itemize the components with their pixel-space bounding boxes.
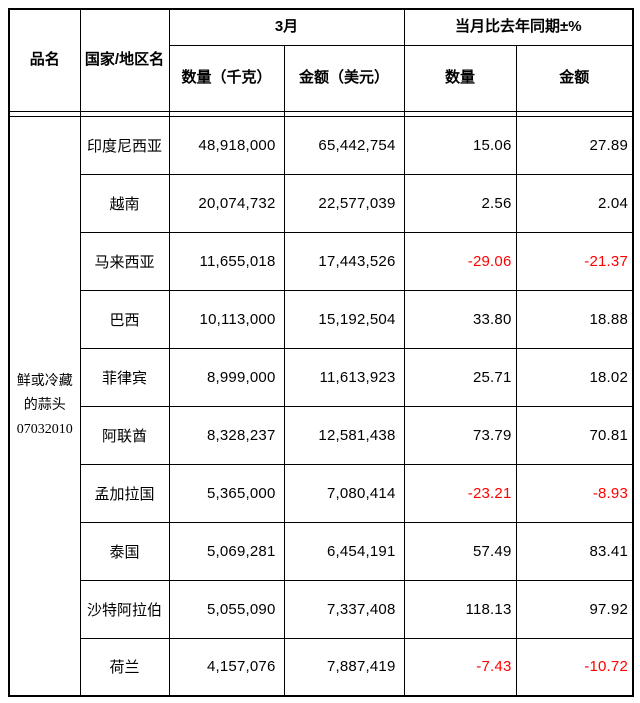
- amount-cell: 6,454,191: [283, 521, 405, 581]
- amount-cell: 15,192,504: [283, 289, 405, 349]
- header-qty-kg: 数量（千克）: [168, 44, 285, 112]
- country-cell: 菲律宾: [79, 347, 170, 407]
- qty-cell: 5,069,281: [168, 521, 285, 581]
- amount-yoy-cell: 18.88: [515, 289, 634, 349]
- header-row-subcolumns: 数量（千克） 金额（美元） 数量 金额: [9, 44, 634, 112]
- qty-cell: 4,157,076: [168, 637, 285, 697]
- table-row: 菲律宾 8,999,000 11,613,923 25.71 18.02: [9, 347, 634, 407]
- table-row: 鲜或冷藏的蒜头 07032010 印度尼西亚 48,918,000 65,442,754…: [8, 115, 634, 697]
- header-yoy-amount: 金额: [515, 44, 634, 112]
- table-row: 孟加拉国 5,365,000 7,080,414 -23.21 -8.93: [9, 463, 634, 523]
- amount-yoy-cell: 83.41: [515, 521, 634, 581]
- qty-cell: 20,074,732: [168, 173, 285, 233]
- import-data-table: 品名 国家/地区名 3月 当月比去年同期±% 数量（千克） 金额（美元） 数量 …: [8, 8, 635, 697]
- qty-cell: 8,328,237: [168, 405, 285, 465]
- qty-cell: 48,918,000: [168, 115, 285, 175]
- table-row: 阿联酋 8,328,237 12,581,438 73.79 70.81: [9, 405, 634, 465]
- amount-yoy-cell: 18.02: [515, 347, 634, 407]
- header-row-groups: 品名 国家/地区名 3月 当月比去年同期±%: [8, 8, 634, 112]
- qty-cell: 5,365,000: [168, 463, 285, 523]
- header-yoy-qty: 数量: [403, 44, 517, 112]
- qty-yoy-cell: 57.49: [403, 521, 517, 581]
- amount-cell: 11,613,923: [283, 347, 405, 407]
- qty-yoy-cell: 118.13: [403, 579, 517, 639]
- qty-cell: 10,113,000: [168, 289, 285, 349]
- country-cell: 越南: [79, 173, 170, 233]
- amount-cell: 22,577,039: [283, 173, 405, 233]
- amount-yoy-cell: 27.89: [515, 115, 634, 175]
- country-cell: 阿联酋: [79, 405, 170, 465]
- amount-cell: 7,080,414: [283, 463, 405, 523]
- country-cell: 泰国: [79, 521, 170, 581]
- amount-cell: 7,337,408: [283, 579, 405, 639]
- table-row: 沙特阿拉伯 5,055,090 7,337,408 118.13 97.92: [9, 579, 634, 639]
- amount-yoy-cell: 2.04: [515, 173, 634, 233]
- amount-cell: 12,581,438: [283, 405, 405, 465]
- country-cell: 印度尼西亚: [79, 115, 170, 175]
- header-product: 品名: [8, 8, 81, 112]
- table-body: 鲜或冷藏的蒜头 07032010 印度尼西亚 48,918,000 65,442,754…: [8, 115, 634, 697]
- country-cell: 沙特阿拉伯: [79, 579, 170, 639]
- amount-yoy-cell: -8.93: [515, 463, 634, 523]
- country-cell: 孟加拉国: [79, 463, 170, 523]
- qty-yoy-cell: -29.06: [403, 231, 517, 291]
- amount-yoy-cell: 70.81: [515, 405, 634, 465]
- qty-yoy-cell: -7.43: [403, 637, 517, 697]
- qty-yoy-cell: 73.79: [403, 405, 517, 465]
- qty-cell: 11,655,018: [168, 231, 285, 291]
- qty-yoy-cell: -23.21: [403, 463, 517, 523]
- table-header: 品名 国家/地区名 3月 当月比去年同期±% 数量（千克） 金额（美元） 数量 …: [8, 8, 634, 117]
- table-row: 越南 20,074,732 22,577,039 2.56 2.04: [9, 173, 634, 233]
- qty-yoy-cell: 33.80: [403, 289, 517, 349]
- qty-cell: 5,055,090: [168, 579, 285, 639]
- amount-yoy-cell: -10.72: [515, 637, 634, 697]
- country-cell: 马来西亚: [79, 231, 170, 291]
- product-name-line: 鲜或冷藏: [16, 374, 73, 390]
- table-row: 泰国 5,069,281 6,454,191 57.49 83.41: [9, 521, 634, 581]
- country-cell: 荷兰: [79, 637, 170, 697]
- qty-cell: 8,999,000: [168, 347, 285, 407]
- qty-yoy-cell: 15.06: [403, 115, 517, 175]
- amount-cell: 7,887,419: [283, 637, 405, 697]
- header-amount-usd: 金额（美元）: [283, 44, 405, 112]
- country-cell: 巴西: [79, 289, 170, 349]
- qty-yoy-cell: 2.56: [403, 173, 517, 233]
- header-yoy-group: 当月比去年同期±%: [403, 8, 634, 46]
- amount-yoy-cell: 97.92: [515, 579, 634, 639]
- table-row: 荷兰 4,157,076 7,887,419 -7.43 -10.72: [9, 637, 634, 697]
- product-name-line: 07032010: [16, 421, 73, 437]
- amount-cell: 17,443,526: [283, 231, 405, 291]
- qty-yoy-cell: 25.71: [403, 347, 517, 407]
- product-name-line: 的蒜头: [23, 397, 66, 413]
- table-row: 马来西亚 11,655,018 17,443,526 -29.06 -21.37: [9, 231, 634, 291]
- amount-yoy-cell: -21.37: [515, 231, 634, 291]
- table-row: 巴西 10,113,000 15,192,504 33.80 18.88: [9, 289, 634, 349]
- header-country: 国家/地区名: [79, 8, 170, 112]
- header-month-group: 3月: [168, 8, 405, 46]
- product-name-cell: 鲜或冷藏的蒜头 07032010: [8, 115, 81, 697]
- amount-cell: 65,442,754: [283, 115, 405, 175]
